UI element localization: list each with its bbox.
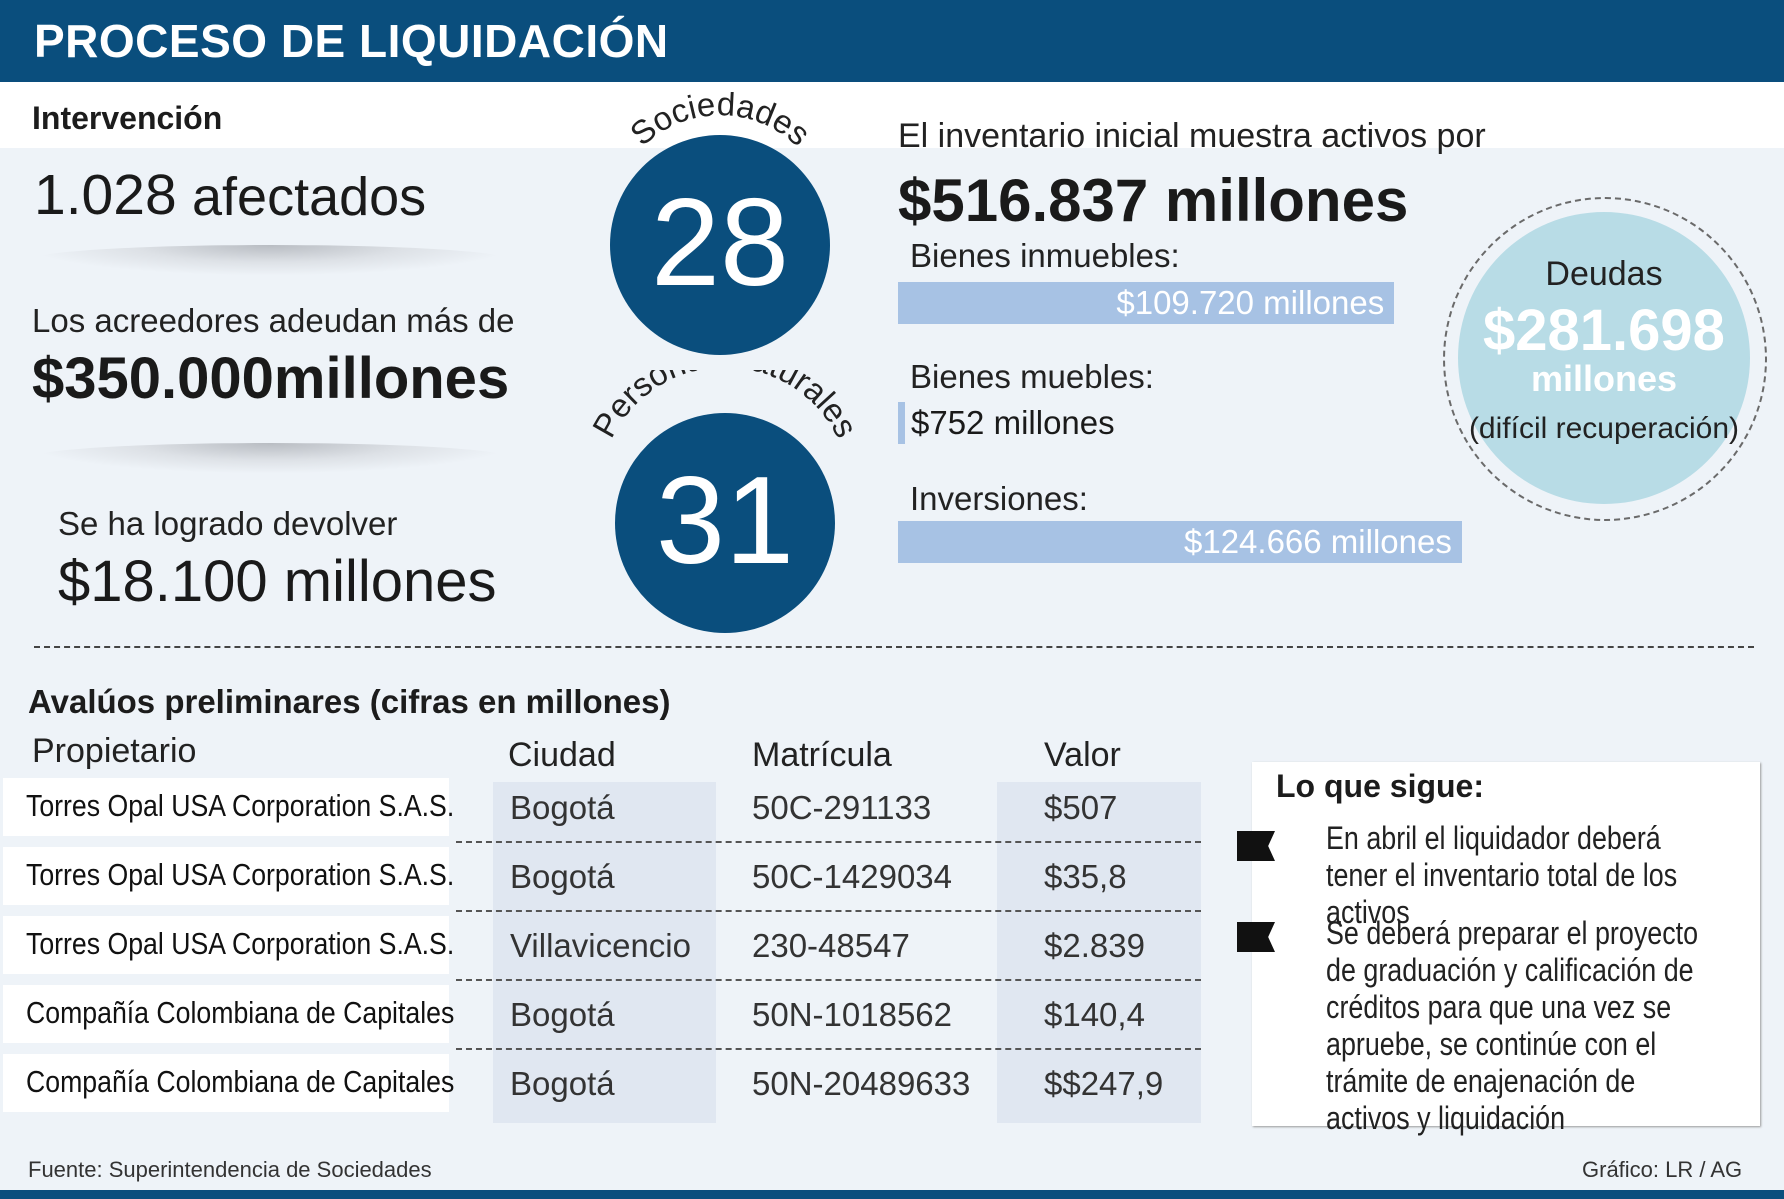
next-steps-title: Lo que sigue:: [1276, 768, 1484, 804]
table-cell-value: $$247,9: [1044, 1065, 1164, 1102]
city-column-shade: [493, 782, 716, 1123]
table-cell-city: Bogotá: [510, 1065, 615, 1102]
column-header-city: Ciudad: [508, 736, 616, 774]
table-cell-registration: 50N-1018562: [752, 996, 952, 1033]
table-cell-registration: 50C-291133: [752, 789, 932, 826]
next-step-item: En abril el liquidador deberá tener el i…: [1326, 820, 1678, 930]
page-title: PROCESO DE LIQUIDACIÓN: [34, 15, 669, 67]
next-steps-box: [1252, 762, 1760, 1126]
table-cell-registration: 230-48547: [752, 927, 910, 964]
affected-number: 1.028: [34, 163, 177, 227]
debt-dashed-ring: [1443, 197, 1767, 521]
row-separator: [456, 841, 1201, 843]
table-cell-registration: 50N-20489633: [752, 1065, 971, 1102]
row-separator: [456, 1048, 1201, 1050]
creditors-amount: $350.000millones: [32, 346, 510, 411]
debt-unit: millones: [1530, 358, 1678, 399]
shadow-divider: [30, 245, 510, 275]
shadow-divider: [30, 443, 510, 473]
table-row-owner-cell: [3, 847, 449, 905]
intervention-title: Intervención: [32, 100, 223, 136]
row-separator: [456, 979, 1201, 981]
table-cell-owner: Torres Opal USA Corporation S.A.S.: [26, 788, 455, 823]
next-step-item: Se deberá preparar el proyecto de gradua…: [1326, 915, 1699, 1136]
appraisals-title: Avalúos preliminares (cifras en millones…: [28, 683, 671, 720]
column-header-owner: Propietario: [32, 732, 197, 770]
table-row-owner-cell: [3, 1054, 449, 1112]
debt-note: (difícil recuperación): [1468, 412, 1740, 445]
debt-amount: $281.698: [1483, 298, 1725, 363]
societies-circle: 28: [610, 135, 830, 355]
affected-label: afectados: [192, 167, 427, 227]
header-bar: [0, 0, 1784, 82]
table-cell-owner: Torres Opal USA Corporation S.A.S.: [26, 926, 455, 961]
row-separator: [456, 910, 1201, 912]
column-header-value: Valor: [1044, 736, 1121, 774]
table-cell-owner: Compañía Colombiana de Capitales: [26, 995, 455, 1030]
source-footer: Fuente: Superintendencia de Sociedades: [28, 1157, 432, 1182]
creditors-text: Los acreedores adeudan más de: [32, 302, 515, 339]
table-cell-city: Bogotá: [510, 858, 615, 895]
table-cell-value: $35,8: [1044, 858, 1127, 895]
section-divider: [34, 646, 1754, 648]
credit-footer: Gráfico: LR / AG: [1582, 1157, 1743, 1182]
column-header-registration: Matrícula: [752, 736, 892, 774]
table-cell-value: $507: [1044, 789, 1118, 826]
table-cell-city: Villavicencio: [510, 927, 691, 964]
inventory-total: $516.837 millones: [898, 167, 1409, 234]
value-column-shade: [997, 782, 1201, 1123]
table-row-owner-cell: [3, 916, 449, 974]
table-cell-city: Bogotá: [510, 996, 615, 1033]
inventory-intro: El inventario inicial muestra activos po…: [898, 117, 1486, 155]
debt-label: Deudas: [1545, 255, 1663, 293]
persons-value: 31: [656, 452, 794, 590]
returned-text: Se ha logrado devolver: [58, 505, 398, 542]
societies-value: 28: [651, 174, 789, 312]
table-cell-registration: 50C-1429034: [752, 858, 952, 895]
debt-circle: [1458, 212, 1750, 504]
table-cell-owner: Compañía Colombiana de Capitales: [26, 1064, 455, 1099]
table-row-owner-cell: [3, 985, 449, 1043]
table-cell-city: Bogotá: [510, 789, 615, 826]
footer-bar: [0, 1190, 1784, 1199]
table-cell-value: $2.839: [1044, 927, 1145, 964]
returned-amount: $18.100 millones: [58, 549, 497, 614]
table-cell-owner: Torres Opal USA Corporation S.A.S.: [26, 857, 455, 892]
table-row-owner-cell: [3, 778, 449, 836]
persons-circle: 31: [615, 413, 835, 633]
table-cell-value: $140,4: [1044, 996, 1145, 1033]
